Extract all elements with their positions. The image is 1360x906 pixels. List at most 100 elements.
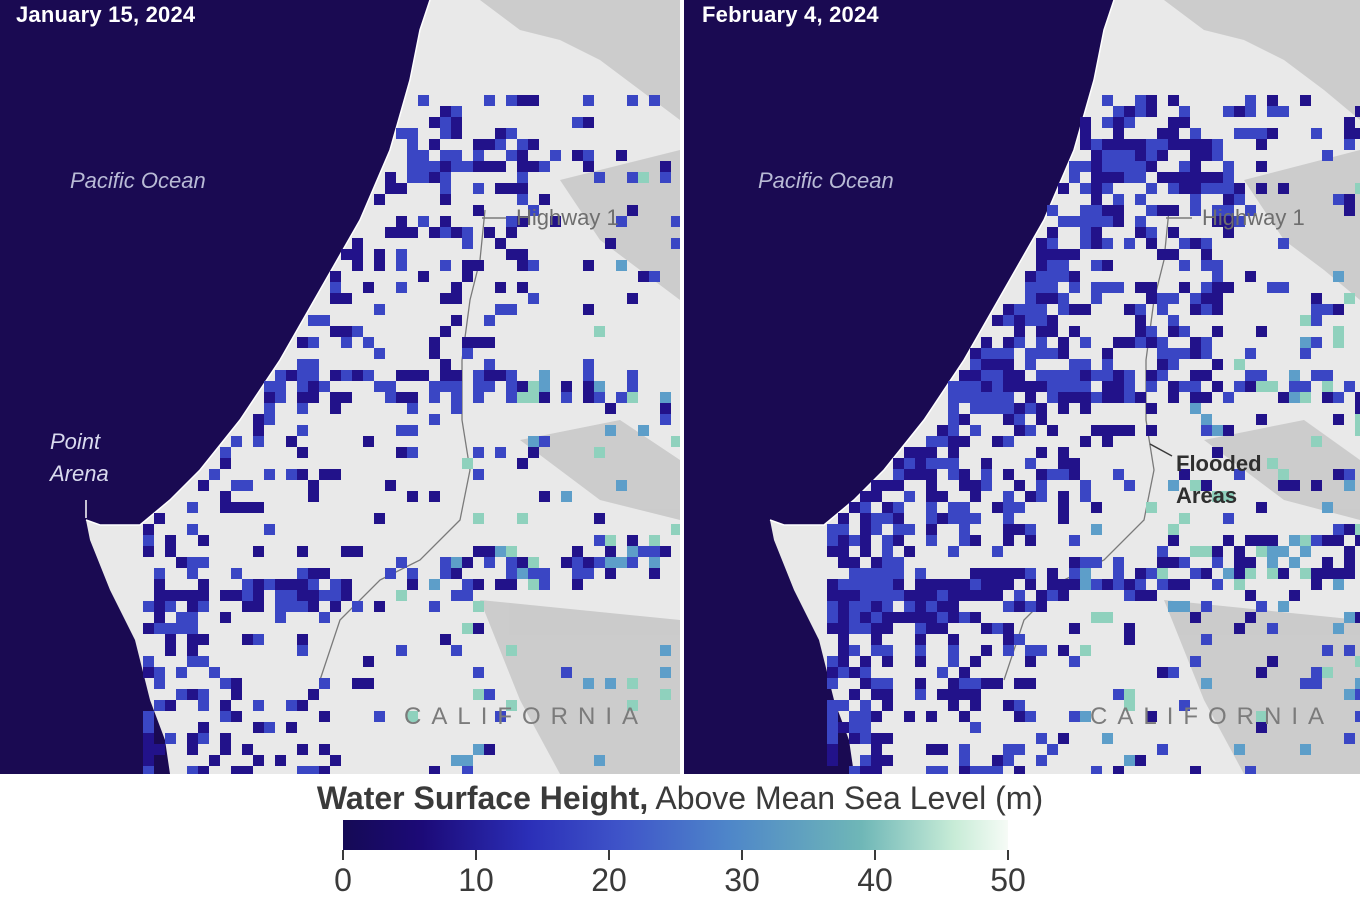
flood-water-cell <box>937 590 948 601</box>
flood-water-cell <box>1025 304 1036 315</box>
flood-water-cell <box>198 557 209 568</box>
flood-water-cell <box>1179 282 1190 293</box>
flood-water-cell <box>1234 469 1245 480</box>
flood-water-cell <box>1333 337 1344 348</box>
flood-water-cell <box>838 656 849 667</box>
flood-water-cell <box>1300 392 1311 403</box>
flood-water-cell <box>904 546 915 557</box>
flood-water-cell <box>904 491 915 502</box>
flood-water-cell <box>352 238 363 249</box>
flood-water-cell <box>253 579 264 590</box>
flood-water-cell <box>937 579 948 590</box>
flood-water-cell <box>992 359 1003 370</box>
flood-water-cell <box>1025 403 1036 414</box>
flood-water-cell <box>473 392 484 403</box>
flood-water-cell <box>418 216 429 227</box>
flood-water-cell <box>1223 392 1234 403</box>
flood-water-cell <box>616 150 627 161</box>
flood-water-cell <box>1003 359 1014 370</box>
flood-water-cell <box>231 480 242 491</box>
flood-water-cell <box>264 403 275 414</box>
highway-1-label: Highway 1 <box>516 205 619 230</box>
flood-water-cell <box>605 557 616 568</box>
flood-water-cell <box>275 392 286 403</box>
flood-water-cell <box>407 161 418 172</box>
flood-water-cell <box>1069 656 1080 667</box>
flood-water-cell <box>1146 293 1157 304</box>
flood-water-cell <box>1179 601 1190 612</box>
flood-water-cell <box>1168 557 1179 568</box>
flood-water-cell <box>473 744 484 755</box>
flood-water-cell <box>1344 645 1355 656</box>
flood-water-cell <box>1080 216 1091 227</box>
flood-water-cell <box>1003 744 1014 755</box>
flood-water-cell <box>1113 370 1124 381</box>
flood-water-cell <box>594 535 605 546</box>
flood-water-cell <box>1080 359 1091 370</box>
flood-water-cell <box>1047 282 1058 293</box>
flood-water-cell <box>352 370 363 381</box>
flood-water-cell <box>860 755 871 766</box>
flood-water-cell <box>1069 392 1080 403</box>
flood-water-cell <box>1245 381 1256 392</box>
flood-water-cell <box>1278 568 1289 579</box>
flood-water-cell <box>1157 546 1168 557</box>
flood-water-cell <box>959 535 970 546</box>
flood-water-cell <box>970 370 981 381</box>
flood-water-cell <box>1311 293 1322 304</box>
flood-water-cell <box>1278 183 1289 194</box>
flood-water-cell <box>1267 95 1278 106</box>
flood-water-cell <box>1102 150 1113 161</box>
flood-water-cell <box>495 304 506 315</box>
flood-water-cell <box>860 656 871 667</box>
flood-water-cell <box>827 700 838 711</box>
flood-water-cell <box>959 524 970 535</box>
flood-water-cell <box>253 436 264 447</box>
flood-water-cell <box>1036 326 1047 337</box>
flood-water-cell <box>1168 95 1179 106</box>
flood-water-cell <box>1179 381 1190 392</box>
flood-water-cell <box>1124 139 1135 150</box>
flood-water-cell <box>462 337 473 348</box>
flood-water-cell <box>506 128 517 139</box>
flood-water-cell <box>484 689 495 700</box>
flood-water-cell <box>440 216 451 227</box>
flood-water-cell <box>187 502 198 513</box>
flood-water-cell <box>1058 645 1069 656</box>
flood-water-cell <box>1190 194 1201 205</box>
flood-water-cell <box>396 447 407 458</box>
flood-water-cell <box>341 370 352 381</box>
flood-water-cell <box>297 634 308 645</box>
flood-water-cell <box>1223 513 1234 524</box>
flood-water-cell <box>1069 579 1080 590</box>
flood-water-cell <box>1245 106 1256 117</box>
flood-water-cell <box>1168 128 1179 139</box>
flood-water-cell <box>1036 238 1047 249</box>
flood-water-cell <box>860 502 871 513</box>
flood-water-cell <box>341 293 352 304</box>
flood-water-cell <box>1212 139 1223 150</box>
flood-water-cell <box>970 579 981 590</box>
flood-water-cell <box>948 447 959 458</box>
flood-water-cell <box>143 755 154 766</box>
flood-water-cell <box>473 513 484 524</box>
flood-water-cell <box>893 535 904 546</box>
flood-water-cell <box>1058 348 1069 359</box>
flood-water-cell <box>671 436 680 447</box>
flood-water-cell <box>1278 480 1289 491</box>
flood-water-cell <box>264 579 275 590</box>
flood-water-cell <box>871 579 882 590</box>
flood-water-cell <box>1113 766 1124 774</box>
flood-water-cell <box>948 700 959 711</box>
flood-water-cell <box>1344 469 1355 480</box>
flood-water-cell <box>440 183 451 194</box>
flood-water-cell <box>1080 205 1091 216</box>
flood-water-cell <box>860 579 871 590</box>
legend-tick-mark <box>874 850 876 860</box>
flood-water-cell <box>1003 579 1014 590</box>
flood-water-cell <box>1344 381 1355 392</box>
flood-water-cell <box>242 590 253 601</box>
flood-water-cell <box>308 491 319 502</box>
flood-water-cell <box>882 601 893 612</box>
flood-water-cell <box>1036 315 1047 326</box>
